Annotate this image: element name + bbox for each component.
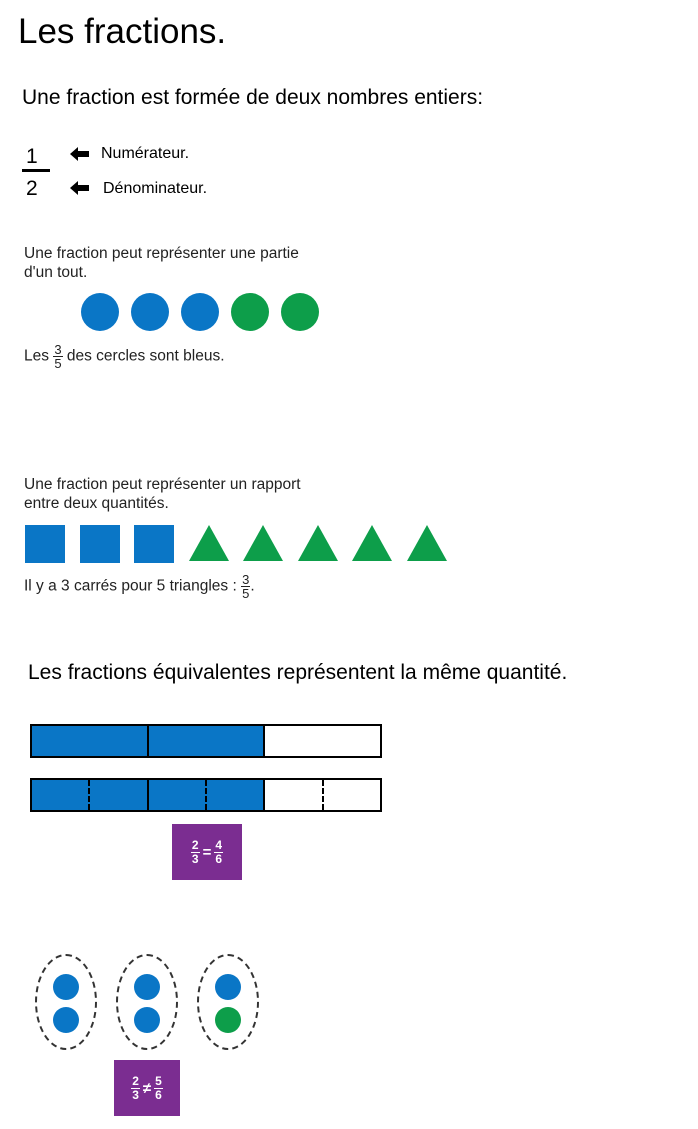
green-dot bbox=[215, 1007, 241, 1033]
green-circle bbox=[231, 293, 269, 331]
filled-segment bbox=[90, 780, 149, 810]
arrow-left-icon bbox=[70, 181, 89, 195]
badge-left-num: 2 bbox=[190, 837, 200, 853]
blue-dot bbox=[134, 1007, 160, 1033]
not-equivalent-badge: 2 3 ≠ 5 6 bbox=[114, 1060, 180, 1116]
blue-dot bbox=[134, 974, 160, 1000]
triangle bbox=[243, 525, 283, 561]
filled-segment bbox=[32, 726, 149, 756]
blue-dot bbox=[53, 1007, 79, 1033]
square bbox=[134, 525, 174, 563]
ratio-text-line2: entre deux quantités. bbox=[24, 495, 169, 512]
part-caption-fraction: 3 5 bbox=[53, 342, 63, 371]
intro-text: Une fraction est formée de deux nombres … bbox=[22, 86, 484, 109]
green-circle bbox=[281, 293, 319, 331]
ratio-caption-den: 5 bbox=[242, 586, 250, 601]
empty-segment bbox=[265, 726, 380, 756]
blue-circle bbox=[81, 293, 119, 331]
blue-dot bbox=[53, 974, 79, 1000]
triangle bbox=[352, 525, 392, 561]
empty-segment bbox=[324, 780, 380, 810]
arrow-left-icon bbox=[70, 147, 89, 161]
blue-dot bbox=[215, 974, 241, 1000]
denominator-label: Dénominateur. bbox=[103, 180, 208, 197]
badge2-right-den: 6 bbox=[155, 1087, 162, 1102]
ratio-caption-before: Il y a 3 carrés pour 5 triangles : bbox=[24, 577, 237, 595]
dot-group-ellipse bbox=[116, 954, 178, 1050]
filled-segment bbox=[148, 780, 207, 810]
ratio-caption: Il y a 3 carrés pour 5 triangles : 3 5 . bbox=[24, 573, 255, 600]
example-denominator: 2 bbox=[26, 177, 38, 200]
blue-circle bbox=[131, 293, 169, 331]
page-title: Les fractions. bbox=[18, 12, 227, 51]
numerator-label: Numérateur. bbox=[101, 145, 190, 162]
ratio-caption-after: . bbox=[250, 577, 255, 595]
badge-operator: = bbox=[202, 843, 212, 861]
example-numerator: 1 bbox=[26, 145, 38, 168]
equivalent-heading: Les fractions équivalentes représentent … bbox=[28, 661, 568, 684]
part-caption-before: Les bbox=[24, 347, 49, 365]
part-caption: Les 3 5 des cercles sont bleus. bbox=[24, 343, 225, 370]
dot-group-ellipse bbox=[35, 954, 97, 1050]
fraction-bar bbox=[22, 169, 50, 172]
filled-segment bbox=[206, 780, 266, 810]
badge2-right-fraction: 5 6 bbox=[154, 1073, 163, 1102]
part-caption-den: 5 bbox=[54, 356, 62, 371]
badge-right-num: 4 bbox=[214, 837, 224, 853]
ratio-text-line1: Une fraction peut représenter un rapport bbox=[24, 476, 301, 493]
filled-segment bbox=[32, 780, 91, 810]
badge-right-den: 6 bbox=[215, 851, 223, 866]
part-caption-num: 3 bbox=[53, 342, 63, 357]
strip-sixths bbox=[30, 778, 382, 812]
filled-segment bbox=[148, 726, 266, 756]
empty-segment bbox=[265, 780, 324, 810]
badge2-left-num: 2 bbox=[131, 1073, 140, 1089]
triangle bbox=[297, 525, 338, 561]
square bbox=[25, 525, 65, 563]
part-text-line2: d'un tout. bbox=[24, 264, 88, 281]
part-caption-after: des cercles sont bleus. bbox=[66, 347, 225, 365]
triangle bbox=[188, 525, 229, 561]
ratio-caption-fraction: 3 5 bbox=[241, 572, 251, 601]
badge2-operator: ≠ bbox=[142, 1079, 152, 1097]
dot-group-ellipse bbox=[197, 954, 259, 1050]
badge-right-fraction: 4 6 bbox=[214, 837, 224, 866]
equivalent-badge: 2 3 = 4 6 bbox=[172, 824, 242, 880]
blue-circle bbox=[181, 293, 219, 331]
part-text-line1: Une fraction peut représenter une partie bbox=[24, 245, 299, 262]
badge-left-den: 3 bbox=[191, 851, 199, 866]
badge-left-fraction: 2 3 bbox=[190, 837, 200, 866]
ratio-caption-num: 3 bbox=[241, 572, 251, 587]
square bbox=[79, 525, 120, 563]
triangle bbox=[406, 525, 447, 561]
badge2-left-den: 3 bbox=[132, 1087, 139, 1102]
badge2-right-num: 5 bbox=[154, 1073, 163, 1089]
badge2-left-fraction: 2 3 bbox=[131, 1073, 140, 1102]
strip-thirds bbox=[30, 724, 382, 758]
